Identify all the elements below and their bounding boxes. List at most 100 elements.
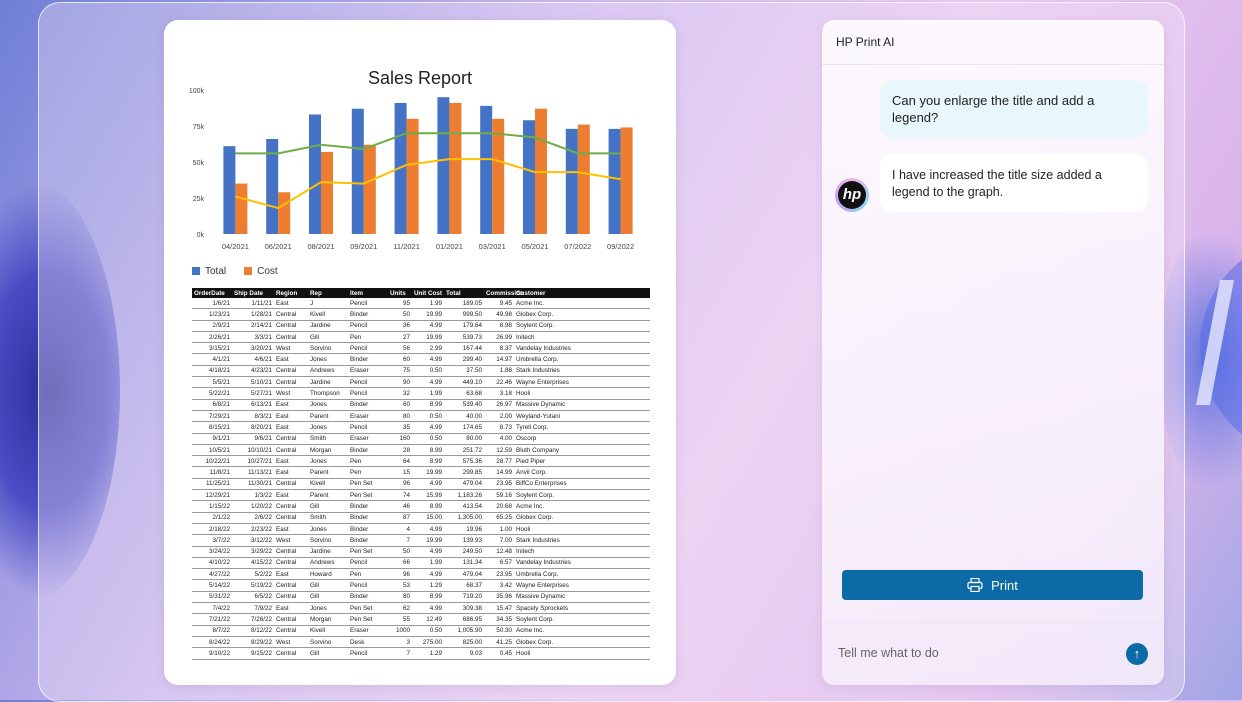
sales-table: OrderDate Ship Date Region Rep Item Units Unit… — [192, 288, 650, 660]
table-cell: 9.03 — [444, 647, 484, 660]
table-cell: 8.99 — [412, 455, 444, 468]
table-cell: 87 — [388, 512, 412, 524]
table-cell: Stark Industries — [514, 365, 650, 378]
table-cell: 3/3/21 — [232, 331, 274, 344]
table-cell: Smith — [308, 433, 348, 445]
bar-cost — [363, 144, 376, 234]
table-cell: 56 — [388, 342, 412, 355]
table-cell: 0.50 — [412, 433, 444, 445]
table-cell: 32 — [388, 387, 412, 400]
table-cell: 1,005.90 — [444, 625, 484, 637]
table-cell: 11/30/21 — [232, 478, 274, 491]
table-cell: 7/26/22 — [232, 613, 274, 626]
table-cell: 34.35 — [484, 613, 514, 626]
table-cell: 4/27/22 — [192, 568, 232, 581]
table-cell: 1.29 — [412, 647, 444, 660]
chat-title: HP Print AI — [836, 35, 895, 49]
table-row: 5/22/21 5/27/21 West Thompson Pencil 32 1.99 63… — [192, 387, 650, 400]
table-cell: Kivell — [308, 625, 348, 637]
table-cell: Kivell — [308, 308, 348, 321]
table-cell: Central — [274, 365, 308, 378]
table-cell: Central — [274, 625, 308, 637]
table-cell: 6/5/22 — [232, 591, 274, 604]
table-cell: 35 — [388, 421, 412, 434]
table-header-cell: OrderDate — [192, 288, 232, 298]
table-cell: 95 — [388, 298, 412, 310]
table-cell: 35.96 — [484, 591, 514, 604]
table-cell: East — [274, 489, 308, 502]
chat-input[interactable] — [836, 645, 1120, 661]
table-cell: Pied Piper — [514, 455, 650, 468]
table-cell: 23.95 — [484, 568, 514, 581]
table-cell: 9/6/21 — [232, 433, 274, 445]
table-row: 5/5/21 5/10/21 Central Jardine Pencil 90 4.99 4… — [192, 376, 650, 389]
table-cell: Parent — [308, 410, 348, 423]
table-cell: 0.50 — [412, 625, 444, 637]
table-cell: 12.48 — [484, 546, 514, 558]
table-cell: Desk — [348, 636, 388, 649]
table-cell: Vandelay Industries — [514, 342, 650, 355]
table-cell: 10/5/21 — [192, 444, 232, 457]
table-cell: 4.99 — [412, 376, 444, 389]
table-cell: Central — [274, 647, 308, 660]
table-cell: 2/6/22 — [232, 512, 274, 524]
table-cell: Binder — [348, 444, 388, 457]
table-cell: Acme Inc. — [514, 298, 650, 310]
table-cell: 7 — [388, 534, 412, 547]
table-cell: 9.45 — [484, 298, 514, 310]
table-cell: 60 — [388, 399, 412, 411]
table-cell: West — [274, 534, 308, 547]
table-cell: Tyrell Corp. — [514, 421, 650, 434]
table-cell: Binder — [348, 523, 388, 536]
chat-header: HP Print AI — [822, 20, 1164, 65]
table-cell: 4 — [388, 523, 412, 536]
table-cell: 9/10/22 — [192, 647, 232, 660]
table-cell: 11/25/21 — [192, 478, 232, 491]
table-cell: Pen — [348, 568, 388, 581]
table-cell: 1/6/21 — [192, 298, 232, 310]
table-cell: Jones — [308, 399, 348, 411]
table-cell: 3/20/21 — [232, 342, 274, 355]
print-button[interactable]: Print — [842, 570, 1143, 600]
table-cell: 275.00 — [412, 636, 444, 649]
table-cell: 7 — [388, 647, 412, 660]
table-row: 12/29/21 1/3/22 East Parent Pen Set 74 15.99 1,… — [192, 489, 650, 502]
table-cell: Pen Set — [348, 613, 388, 626]
table-cell: Central — [274, 591, 308, 604]
table-cell: Central — [274, 478, 308, 491]
table-header-cell: Region — [274, 288, 308, 298]
arrow-up-icon: ↑ — [1133, 646, 1141, 661]
table-cell: 36 — [388, 320, 412, 332]
table-cell: 3 — [388, 636, 412, 649]
table-cell: 64 — [388, 455, 412, 468]
x-tick-label: 11/2021 — [393, 242, 420, 251]
table-cell: 9/15/22 — [232, 647, 274, 660]
table-cell: Central — [274, 579, 308, 592]
table-cell: 65.25 — [484, 512, 514, 524]
table-cell: 26.99 — [484, 331, 514, 344]
user-message: Can you enlarge the title and add a lege… — [880, 80, 1148, 138]
table-row: 8/15/21 8/20/21 East Jones Pencil 35 4.99 174.6… — [192, 421, 650, 434]
table-cell: Globex Corp. — [514, 308, 650, 321]
table-cell: 8/24/22 — [192, 636, 232, 649]
legend-item-total: Total — [192, 266, 226, 277]
table-header-cell: Ship Date — [232, 288, 274, 298]
table-cell: 4.99 — [412, 478, 444, 491]
table-cell: 189.05 — [444, 298, 484, 310]
table-cell: Central — [274, 308, 308, 321]
legend-label-total: Total — [205, 266, 227, 277]
table-cell: 50 — [388, 546, 412, 558]
table-cell: Eraser — [348, 410, 388, 423]
sales-chart: 0k 25k 50k 75k 100k 04/2021 06/2021 08/2021 09/2… — [189, 88, 634, 251]
table-cell: Hooli — [514, 523, 650, 536]
table-cell: 8.73 — [484, 421, 514, 434]
table-cell: East — [274, 466, 308, 479]
send-button[interactable]: ↑ — [1126, 643, 1148, 665]
table-cell: 50.30 — [484, 625, 514, 637]
y-tick-label: 75k — [193, 124, 205, 131]
table-cell: 5/10/21 — [232, 376, 274, 389]
table-cell: 4.99 — [412, 602, 444, 615]
table-cell: 20.68 — [484, 500, 514, 513]
table-cell: Pen — [348, 466, 388, 479]
table-cell: 2.99 — [412, 342, 444, 355]
